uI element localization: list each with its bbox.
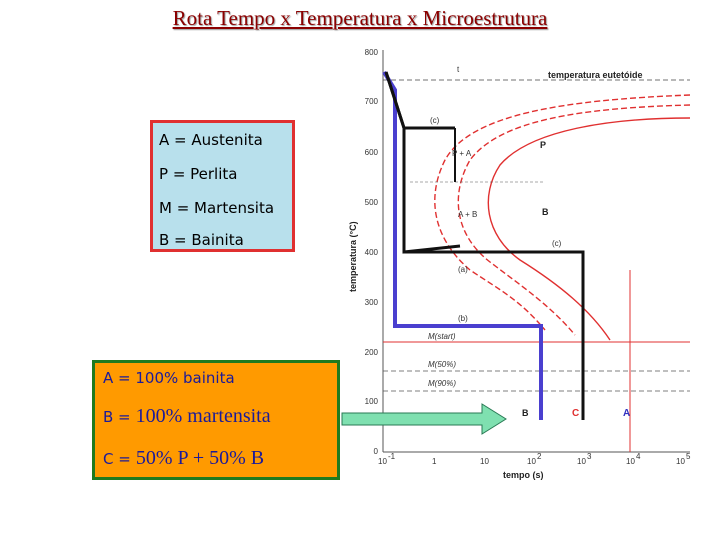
page-title: Rota Tempo x Temperatura x Microestrutur… xyxy=(172,6,548,30)
curve-50 xyxy=(457,104,691,336)
x-tick-1: 1 xyxy=(432,457,437,466)
end-label-a: A xyxy=(623,408,630,419)
x-tick-3-exp: 2 xyxy=(537,452,542,461)
legend-bainita: B = Bainita xyxy=(159,231,244,249)
result-b-text: 100% martensita xyxy=(130,405,271,427)
result-c-text: 50% P + 50% B xyxy=(130,447,265,469)
x-tick-6-exp: 5 xyxy=(686,452,691,461)
x-tick-6: 10 xyxy=(676,457,685,466)
y-tick-400: 400 xyxy=(365,248,379,257)
label-p: P xyxy=(540,140,546,150)
eutectoid-label: temperatura eutetóide xyxy=(548,70,643,80)
y-tick-800: 800 xyxy=(365,48,379,57)
label-b: B xyxy=(542,207,549,217)
result-a: A = 100% bainita xyxy=(103,369,235,387)
result-c: C = 50% P + 50% B xyxy=(103,447,264,470)
result-box: A = 100% bainita B = 100% martensita C =… xyxy=(92,360,340,480)
y-tick-300: 300 xyxy=(365,298,379,307)
x-tick-0-exp: -1 xyxy=(388,452,396,461)
path-c xyxy=(404,250,585,420)
label-m90: M(90%) xyxy=(428,379,456,388)
legend-perlita: P = Perlita xyxy=(159,165,238,183)
label-m50: M(50%) xyxy=(428,360,456,369)
legend-austenita: A = Austenita xyxy=(159,131,263,149)
label-b-curve: (b) xyxy=(458,314,468,323)
label-t1: t xyxy=(457,65,460,74)
x-tick-4-exp: 3 xyxy=(587,452,592,461)
curve-start xyxy=(434,94,691,331)
x-tick-0: 10 xyxy=(378,457,387,466)
y-tick-600: 600 xyxy=(365,148,379,157)
x-axis-label: tempo (s) xyxy=(503,470,544,480)
y-tick-100: 100 xyxy=(365,397,379,406)
x-tick-3: 10 xyxy=(527,457,536,466)
legend-martensita: M = Martensita xyxy=(159,199,275,217)
y-axis-label: temperatura (°C) xyxy=(348,221,358,292)
label-pa: P + A xyxy=(452,149,472,158)
x-tick-5-exp: 4 xyxy=(636,452,641,461)
x-tick-5: 10 xyxy=(626,457,635,466)
label-c-mid: (c) xyxy=(552,239,562,248)
result-c-lead: C = xyxy=(103,450,131,468)
y-tick-700: 700 xyxy=(365,97,379,106)
label-c-top: (c) xyxy=(430,116,440,125)
result-b-lead: B = xyxy=(103,408,131,426)
end-label-c: C xyxy=(572,408,579,419)
curve-end xyxy=(487,117,691,341)
label-mstart: M(start) xyxy=(428,332,456,341)
x-tick-labels: 10 -1 1 10 10 2 10 3 10 4 10 5 xyxy=(378,452,691,466)
label-ab: A + B xyxy=(458,210,477,219)
path-c-cooling xyxy=(384,71,461,254)
legend-box: A = Austenita P = Perlita M = Martensita… xyxy=(150,120,295,252)
label-a: (a) xyxy=(458,265,468,274)
x-tick-2: 10 xyxy=(480,457,489,466)
x-tick-4: 10 xyxy=(577,457,586,466)
transformation-curves xyxy=(434,94,691,341)
path-b xyxy=(382,70,543,420)
result-arrow xyxy=(341,403,507,435)
y-tick-200: 200 xyxy=(365,348,379,357)
result-b: B = 100% martensita xyxy=(103,405,271,428)
y-tick-0: 0 xyxy=(374,447,379,456)
y-tick-labels: 800 700 600 500 400 300 200 100 0 xyxy=(365,48,379,456)
y-tick-500: 500 xyxy=(365,198,379,207)
end-label-b: B xyxy=(522,408,529,418)
